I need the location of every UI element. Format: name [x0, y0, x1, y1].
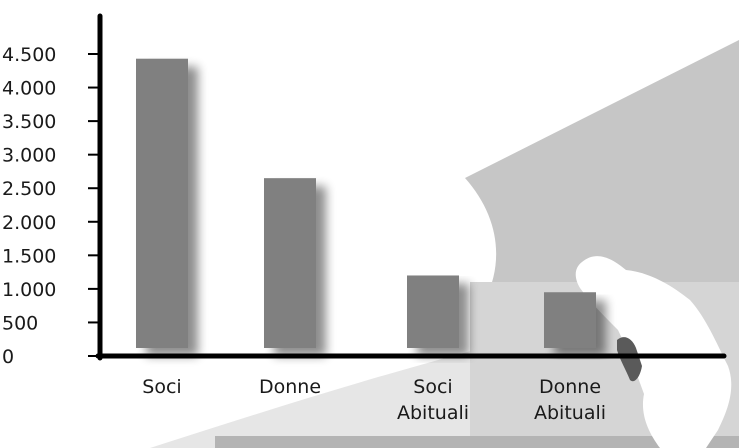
- region-highlight-shape: [617, 337, 642, 382]
- y-tick-label: 1.500: [2, 245, 56, 267]
- bar-2: [407, 275, 459, 348]
- x-category-label: Abituali: [397, 402, 469, 424]
- y-tick-label: 2.500: [2, 178, 56, 200]
- region-map-shape: [575, 256, 732, 448]
- bar-0: [136, 58, 188, 348]
- x-category-label: Donne: [259, 376, 321, 398]
- y-tick-label: 0: [2, 346, 14, 368]
- background-mid-wedge: [465, 40, 739, 300]
- y-tick-label: 3.500: [2, 111, 56, 133]
- y-tick-label: 500: [2, 312, 38, 334]
- y-tick-label: 3.000: [2, 145, 56, 167]
- bar-3: [544, 292, 596, 348]
- x-category-label: Soci: [142, 376, 181, 398]
- y-tick-label: 4.500: [2, 44, 56, 66]
- bars-group: [136, 58, 596, 348]
- background-dark-band: [215, 436, 739, 448]
- bar-1: [264, 178, 316, 348]
- x-axis-labels: Soci Donne Soci Abituali Donne Abituali: [142, 376, 606, 424]
- x-category-label: Donne: [539, 376, 601, 398]
- y-tick-label: 4.000: [2, 78, 56, 100]
- y-tick-label: 2.000: [2, 212, 56, 234]
- x-category-label: Soci: [413, 376, 452, 398]
- y-axis-ticks: 0 500 1.000 1.500 2.000 2.500 3.000 3.500 4.000 4…: [2, 44, 100, 368]
- y-tick-label: 1.000: [2, 279, 56, 301]
- x-category-label: Abituali: [534, 402, 606, 424]
